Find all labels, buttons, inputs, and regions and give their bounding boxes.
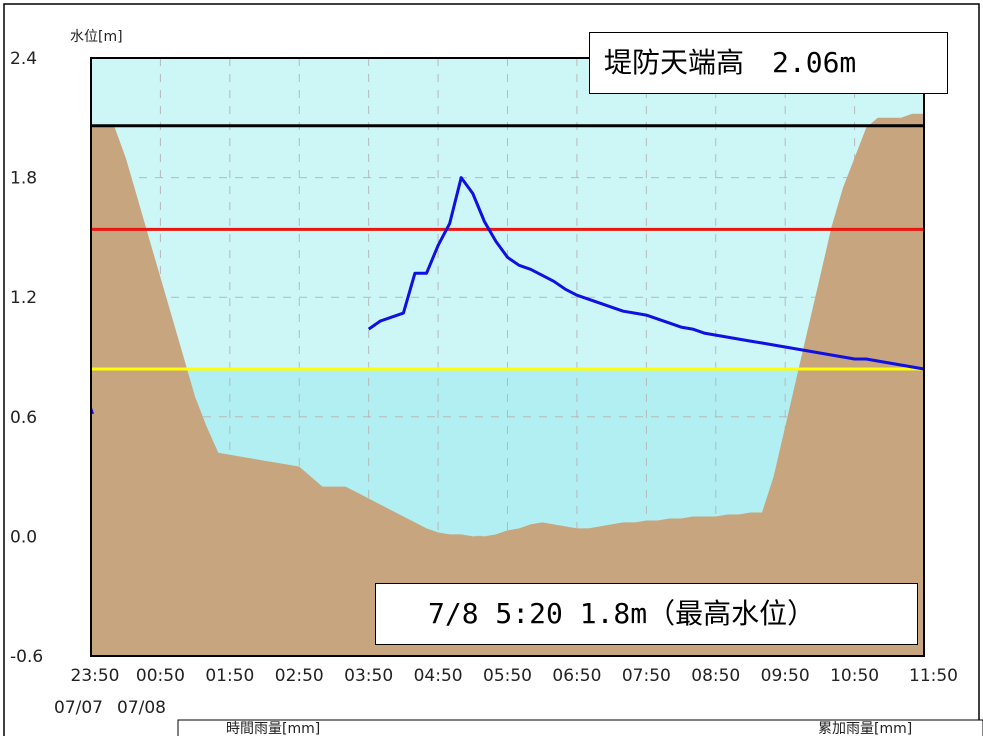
y-axis: 2.4 1.8 1.2 0.6 0.0 -0.6 [10, 49, 43, 667]
x-tick-label: 23:50 [71, 666, 120, 686]
x-tick-label: 07:50 [622, 666, 671, 686]
x-tick-label: 05:50 [483, 666, 532, 686]
x-tick-label: 09:50 [761, 666, 810, 686]
x-date-label-0708: 07/08 [117, 698, 166, 718]
water-level-series-line [367, 176, 925, 371]
x-tick-label: 00:50 [136, 666, 185, 686]
x-tick-label: 04:50 [414, 666, 463, 686]
x-tick-label: 10:50 [830, 666, 879, 686]
chart-outer-frame [3, 3, 980, 736]
x-tick-label: 02:50 [275, 666, 324, 686]
x-tick-label: 03:50 [344, 666, 393, 686]
plot-frame [90, 57, 925, 657]
x-tick-label: 08:50 [691, 666, 740, 686]
y-tick-label: 1.8 [10, 169, 37, 189]
y-tick-label: -0.6 [10, 647, 43, 667]
dike-height-callout: 堤防天端高 2.06m [589, 32, 948, 94]
y-tick-label: 0.6 [10, 408, 37, 428]
plot-area [90, 58, 925, 656]
x-tick-label: 11:50 [909, 666, 958, 686]
peak-water-level-callout: 7/8 5:20 1.8m（最高水位） [375, 583, 918, 645]
hourly-rainfall-label: 時間雨量[mm] [226, 721, 321, 737]
y-axis-label: 水位[m] [70, 29, 123, 45]
y-tick-label: 1.2 [10, 288, 37, 308]
river-cross-section [91, 58, 924, 656]
x-tick-label: 06:50 [552, 666, 601, 686]
x-tick-label: 01:50 [205, 666, 254, 686]
x-date-label-0707: 07/07 [54, 698, 103, 718]
y-tick-label: 2.4 [10, 49, 37, 69]
rainfall-panel-frame [177, 719, 983, 736]
cumulative-rainfall-label: 累加雨量[mm] [818, 721, 913, 737]
x-axis: 23:50 00:50 01:50 02:50 03:50 04:50 05:50 06:50… [71, 666, 959, 686]
y-tick-label: 0.0 [10, 527, 37, 547]
